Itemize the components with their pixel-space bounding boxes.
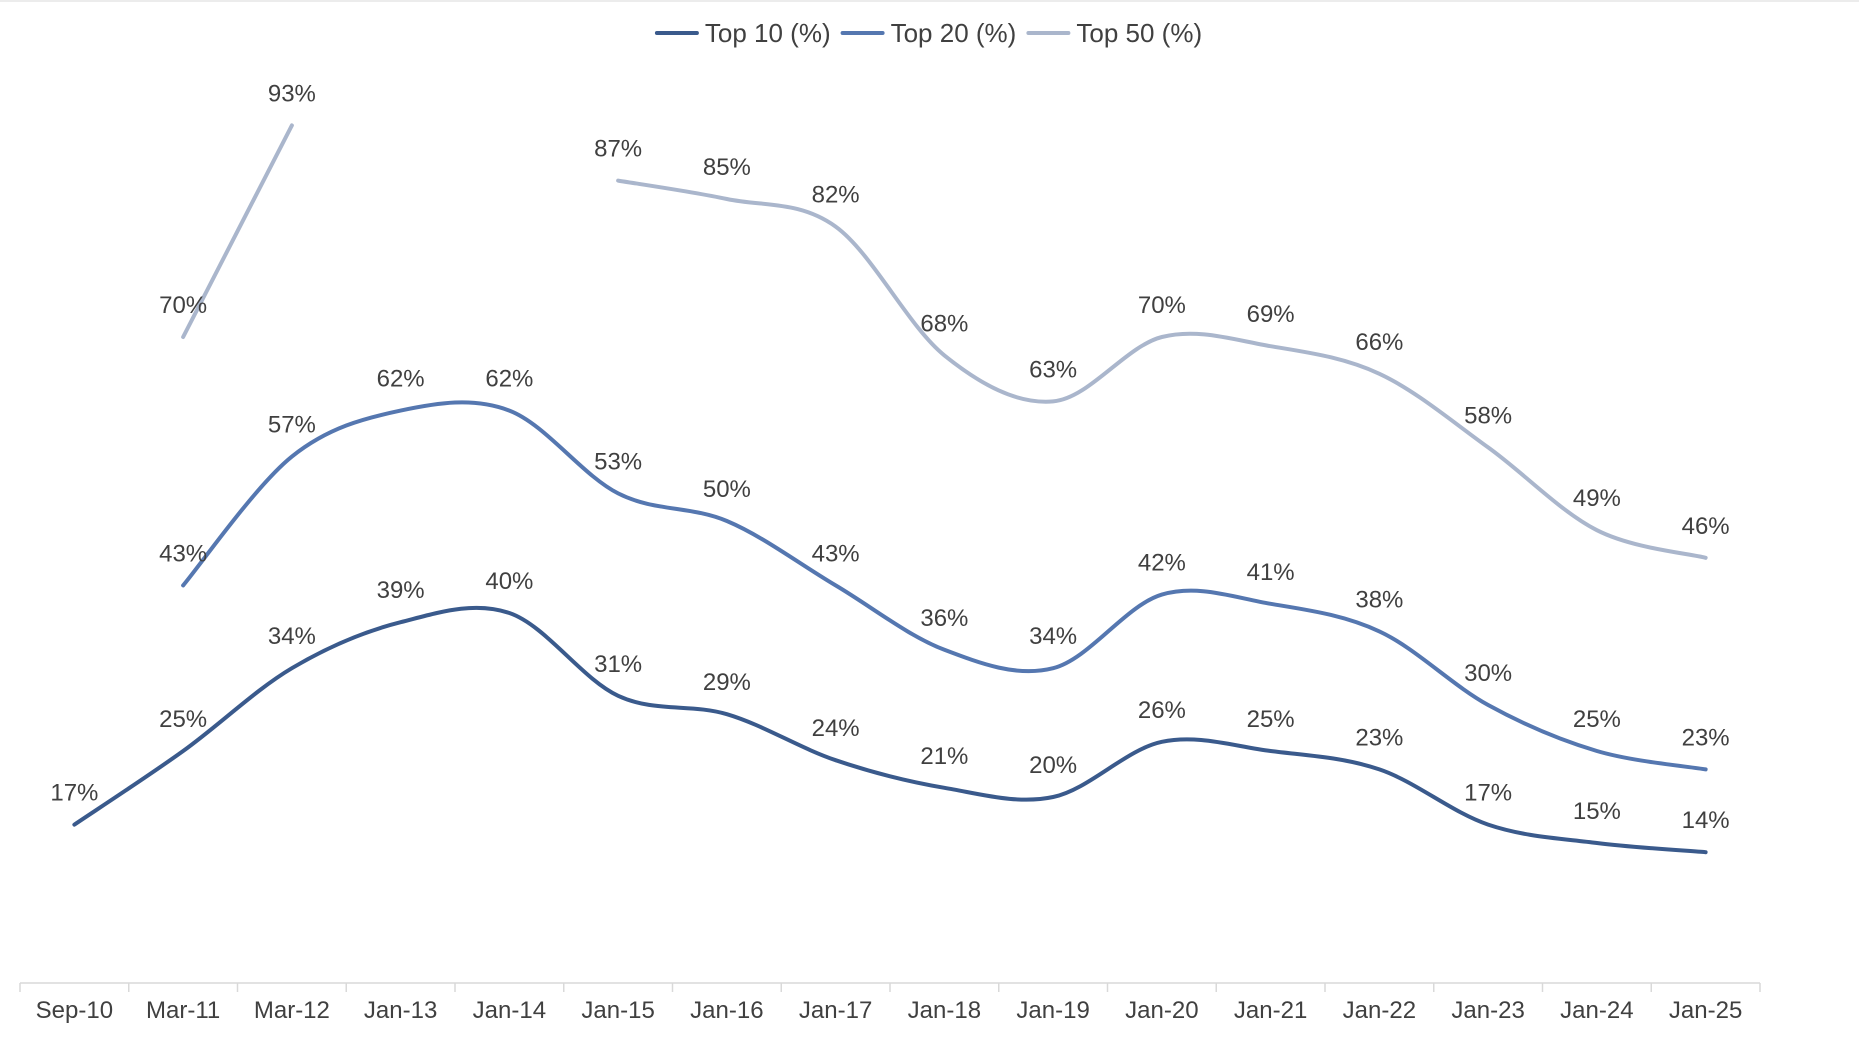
data-label-top-20-mar-12: 57% bbox=[268, 412, 316, 439]
x-tick-label-jan-23: Jan-23 bbox=[1451, 997, 1524, 1024]
data-label-top-50-jan-25: 46% bbox=[1682, 513, 1730, 540]
data-label-top-10-jan-21: 25% bbox=[1247, 706, 1295, 733]
data-label-top-50-mar-12: 93% bbox=[268, 80, 316, 107]
x-tick-label-jan-22: Jan-22 bbox=[1343, 997, 1416, 1024]
data-label-top-20-jan-15: 53% bbox=[594, 448, 642, 475]
data-label-top-50-jan-17: 82% bbox=[812, 182, 860, 209]
data-label-top-50-mar-11: 70% bbox=[159, 292, 207, 319]
data-label-top-10-jan-18: 21% bbox=[920, 743, 968, 770]
data-label-top-20-jan-19: 34% bbox=[1029, 623, 1077, 650]
series-top-50 bbox=[181, 123, 1708, 560]
legend: Top 10 (%) Top 20 (%) Top 50 (%) bbox=[654, 18, 1202, 48]
series-line-top-10-segment-0 bbox=[72, 605, 1708, 855]
data-label-top-50-jan-23: 58% bbox=[1464, 402, 1512, 429]
legend-label-top-50: Top 50 (%) bbox=[1076, 18, 1202, 48]
data-labels-layer: 17% 25% 34% 39% 40% 31% 29% 24% 21% 20% 26% 25% 23% 1… bbox=[50, 80, 1729, 834]
data-label-top-50-jan-16: 85% bbox=[703, 154, 751, 181]
data-label-top-50-jan-20: 70% bbox=[1138, 292, 1186, 319]
x-tick-label-jan-25: Jan-25 bbox=[1669, 997, 1742, 1024]
data-label-top-10-sep-10: 17% bbox=[50, 780, 98, 807]
data-label-top-10-jan-15: 31% bbox=[594, 651, 642, 678]
data-label-top-10-jan-19: 20% bbox=[1029, 752, 1077, 779]
x-tick-label-jan-15: Jan-15 bbox=[581, 997, 654, 1024]
x-tick-label-jan-21: Jan-21 bbox=[1234, 997, 1307, 1024]
data-label-top-20-jan-25: 23% bbox=[1682, 724, 1730, 751]
data-label-top-50-jan-24: 49% bbox=[1573, 485, 1621, 512]
series-line-top-50-segment-1 bbox=[616, 178, 1708, 560]
data-label-top-50-jan-21: 69% bbox=[1247, 301, 1295, 328]
x-axis: Sep-10 Mar-11 Mar-12 Jan-13 Jan-14 Jan-15 Jan-… bbox=[19, 982, 1761, 1024]
legend-label-top-10: Top 10 (%) bbox=[705, 18, 831, 48]
series-line-top-50-segment-0 bbox=[181, 123, 294, 339]
x-tick-label-sep-10: Sep-10 bbox=[36, 997, 113, 1024]
data-label-top-10-mar-12: 34% bbox=[268, 623, 316, 650]
data-label-top-20-jan-18: 36% bbox=[920, 605, 968, 632]
x-tick-label-jan-13: Jan-13 bbox=[364, 997, 437, 1024]
data-label-top-50-jan-15: 87% bbox=[594, 136, 642, 163]
data-label-top-20-jan-16: 50% bbox=[703, 476, 751, 503]
data-label-top-10-jan-20: 26% bbox=[1138, 697, 1186, 724]
data-label-top-20-mar-11: 43% bbox=[159, 540, 207, 567]
data-label-top-50-jan-18: 68% bbox=[920, 310, 968, 337]
data-label-top-50-jan-22: 66% bbox=[1355, 329, 1403, 356]
series-top-10 bbox=[72, 605, 1708, 855]
data-label-top-10-jan-14: 40% bbox=[485, 568, 533, 595]
x-tick-label-jan-24: Jan-24 bbox=[1560, 997, 1633, 1024]
series-line-top-20-segment-0 bbox=[181, 400, 1708, 772]
x-tick-label-jan-16: Jan-16 bbox=[690, 997, 763, 1024]
data-label-top-20-jan-24: 25% bbox=[1573, 706, 1621, 733]
legend-item-top-10: Top 10 (%) bbox=[654, 18, 831, 48]
data-label-top-20-jan-20: 42% bbox=[1138, 550, 1186, 577]
series-top-20 bbox=[181, 400, 1708, 772]
series-layer bbox=[72, 123, 1708, 855]
data-label-top-10-jan-17: 24% bbox=[812, 715, 860, 742]
data-label-top-10-jan-22: 23% bbox=[1355, 724, 1403, 751]
data-label-top-10-jan-23: 17% bbox=[1464, 780, 1512, 807]
data-label-top-10-mar-11: 25% bbox=[159, 706, 207, 733]
data-label-top-10-jan-16: 29% bbox=[703, 669, 751, 696]
data-label-top-10-jan-13: 39% bbox=[377, 577, 425, 604]
x-tick-label-jan-19: Jan-19 bbox=[1016, 997, 1089, 1024]
x-tick-label-mar-12: Mar-12 bbox=[254, 997, 330, 1024]
x-tick-label-jan-20: Jan-20 bbox=[1125, 997, 1198, 1024]
x-tick-label-jan-18: Jan-18 bbox=[908, 997, 981, 1024]
data-label-top-10-jan-24: 15% bbox=[1573, 798, 1621, 825]
legend-item-top-20: Top 20 (%) bbox=[840, 18, 1017, 48]
data-label-top-20-jan-13: 62% bbox=[377, 366, 425, 393]
data-label-top-20-jan-17: 43% bbox=[812, 540, 860, 567]
x-tick-label-jan-17: Jan-17 bbox=[799, 997, 872, 1024]
data-label-top-20-jan-22: 38% bbox=[1355, 586, 1403, 613]
data-label-top-20-jan-14: 62% bbox=[485, 366, 533, 393]
data-label-top-50-jan-19: 63% bbox=[1029, 356, 1077, 383]
data-label-top-20-jan-23: 30% bbox=[1464, 660, 1512, 687]
x-tick-label-mar-11: Mar-11 bbox=[146, 997, 220, 1024]
x-tick-label-jan-14: Jan-14 bbox=[473, 997, 546, 1024]
legend-label-top-20: Top 20 (%) bbox=[891, 18, 1017, 48]
legend-item-top-50: Top 50 (%) bbox=[1026, 18, 1202, 48]
data-label-top-20-jan-21: 41% bbox=[1247, 559, 1295, 586]
data-label-top-10-jan-25: 14% bbox=[1682, 807, 1730, 834]
